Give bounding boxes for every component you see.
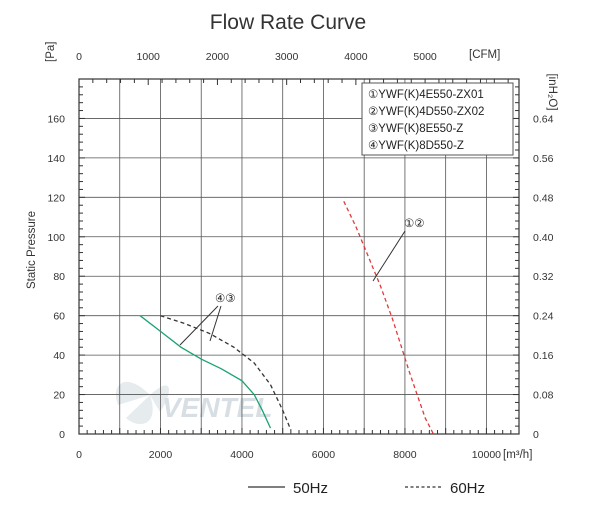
legend-entry-1: ①YWF(K)4E550-ZX01 bbox=[368, 89, 484, 101]
tick-label-bottom: 10000 bbox=[472, 449, 501, 461]
legend-entry-4: ④YWF(K)8D550-Z bbox=[368, 140, 464, 152]
tick-label-right: 0.16 bbox=[533, 350, 554, 362]
tick-label-top: 3000 bbox=[275, 51, 299, 63]
y-unit-left: [Pa] bbox=[45, 42, 57, 62]
x-unit-bottom: [m³/h] bbox=[503, 449, 532, 461]
y-unit-right: [inH₂O] bbox=[546, 73, 558, 110]
tick-label-left: 120 bbox=[47, 192, 65, 204]
tick-label-top: 0 bbox=[76, 51, 82, 63]
tick-label-left: 40 bbox=[53, 350, 65, 362]
watermark-logo: VENTEL bbox=[115, 381, 272, 425]
footer-legend-60hz: 60Hz bbox=[450, 480, 485, 497]
tick-label-left: 140 bbox=[47, 153, 65, 165]
tick-label-top: 1000 bbox=[137, 51, 161, 63]
tick-label-left: 20 bbox=[53, 390, 65, 402]
tick-label-bottom: 0 bbox=[76, 449, 82, 461]
legend-entry-3: ③YWF(K)8E550-Z bbox=[368, 123, 463, 135]
footer-legend: 50Hz 60Hz bbox=[248, 480, 485, 497]
tick-label-right: 0.40 bbox=[533, 232, 554, 244]
tick-label-right: 0.24 bbox=[533, 311, 554, 323]
curve-label-12-text: ①② bbox=[404, 218, 425, 230]
tick-label-left: 100 bbox=[47, 232, 65, 244]
series-line-2 bbox=[160, 315, 292, 431]
fan-logo-icon bbox=[115, 381, 170, 425]
tick-label-right: 0.48 bbox=[533, 192, 554, 204]
tick-label-right: 0.32 bbox=[533, 271, 554, 283]
footer-legend-50hz: 50Hz bbox=[293, 480, 328, 497]
series-layer bbox=[139, 201, 434, 435]
tick-label-right: 0.56 bbox=[533, 153, 554, 165]
tick-label-left: 60 bbox=[53, 311, 65, 323]
series-line-1 bbox=[139, 315, 272, 429]
tick-label-left: 0 bbox=[59, 429, 65, 441]
chart-axes bbox=[78, 78, 520, 435]
tick-label-bottom: 2000 bbox=[149, 449, 173, 461]
watermark-brand-text: VENTEL bbox=[162, 392, 272, 423]
tick-label-right: 0 bbox=[533, 429, 539, 441]
x-unit-top: [CFM] bbox=[469, 49, 500, 61]
tick-label-left: 80 bbox=[53, 271, 65, 283]
tick-label-top: 2000 bbox=[206, 51, 230, 63]
tick-label-bottom: 8000 bbox=[393, 449, 417, 461]
legend-entry-2: ②YWF(K)4D550-ZX02 bbox=[368, 106, 484, 118]
tick-label-right: 0.64 bbox=[533, 113, 554, 125]
tick-label-right: 0.08 bbox=[533, 390, 554, 402]
legend-box bbox=[361, 82, 514, 156]
tick-label-bottom: 4000 bbox=[230, 449, 254, 461]
tick-label-left: 160 bbox=[47, 113, 65, 125]
curve-label-12: ①② bbox=[372, 218, 425, 282]
chart-title: Flow Rate Curve bbox=[210, 11, 366, 34]
tick-label-top: 4000 bbox=[344, 51, 368, 63]
tick-label-top: 5000 bbox=[413, 51, 437, 63]
series-line-3 bbox=[343, 201, 434, 435]
curve-label-43: ④③ bbox=[179, 293, 236, 346]
y-axis-label: Static Pressure bbox=[26, 211, 38, 289]
legend: ①YWF(K)4E550-ZX01 ②YWF(K)4D550-ZX02 ③YWF… bbox=[361, 82, 514, 156]
tick-label-bottom: 6000 bbox=[312, 449, 336, 461]
curve-label-43-text: ④③ bbox=[215, 293, 236, 305]
